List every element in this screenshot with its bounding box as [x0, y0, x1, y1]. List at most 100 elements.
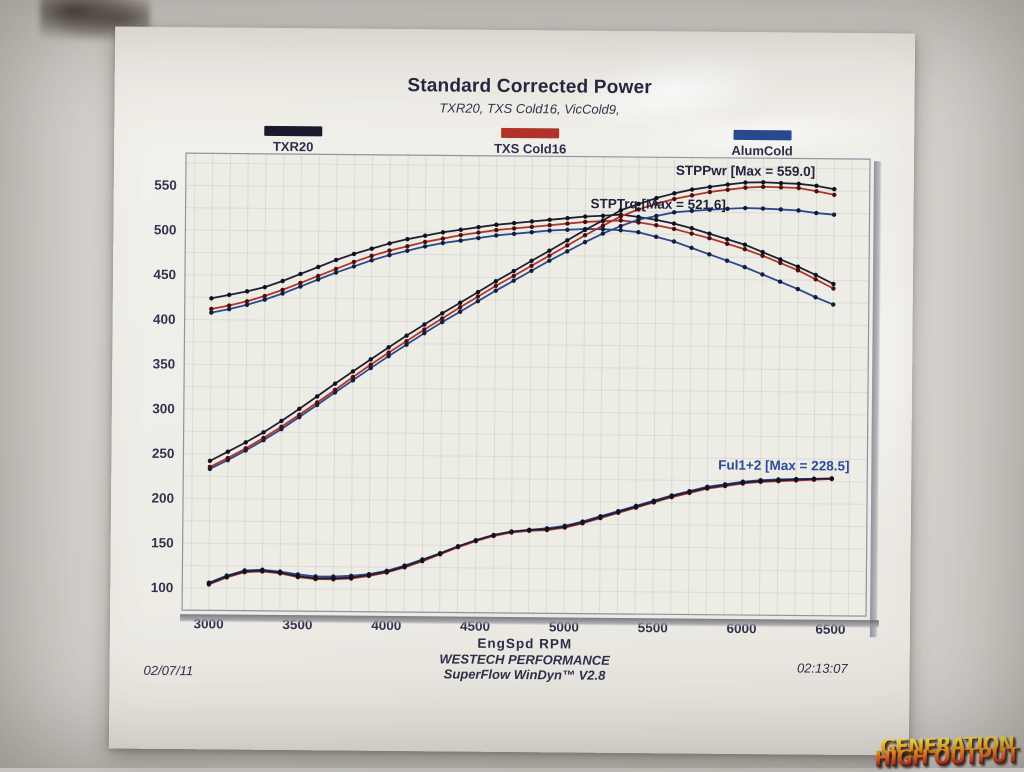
curve-power-txr20	[209, 181, 835, 462]
data-point	[314, 400, 320, 405]
svg-text:350: 350	[153, 356, 176, 371]
data-point	[350, 374, 356, 380]
data-point	[689, 193, 695, 198]
data-point	[458, 232, 463, 238]
data-point	[776, 478, 781, 483]
data-point	[742, 247, 748, 252]
data-point	[722, 482, 728, 488]
data-point	[262, 293, 267, 299]
data-point	[314, 394, 320, 399]
svg-text:200: 200	[151, 491, 174, 506]
data-point	[811, 476, 817, 482]
data-point	[511, 226, 517, 231]
footer-date: 02/07/11	[143, 662, 194, 679]
data-point	[457, 309, 463, 314]
data-point	[351, 251, 357, 257]
svg-text:400: 400	[153, 312, 176, 327]
data-point	[333, 257, 339, 263]
annotation-label: STPTrq [Max = 521.6]	[590, 196, 726, 212]
data-point	[206, 581, 212, 586]
data-point	[277, 570, 283, 575]
data-point	[457, 305, 463, 310]
annotation-label: Ful1+2 [Max = 228.5]	[718, 457, 849, 473]
svg-text:100: 100	[151, 580, 174, 595]
data-point	[422, 233, 428, 238]
data-point	[636, 229, 641, 235]
data-point	[689, 231, 694, 236]
data-point	[404, 333, 409, 338]
data-point	[384, 569, 389, 574]
data-point	[600, 223, 606, 228]
data-point	[351, 264, 357, 269]
data-point	[440, 316, 445, 321]
data-point	[636, 207, 641, 212]
data-point	[795, 286, 801, 292]
data-point	[262, 297, 267, 302]
curve-torque-alumcold	[211, 228, 834, 314]
data-point	[654, 195, 659, 201]
data-point	[654, 201, 659, 206]
data-point	[544, 527, 550, 532]
data-point	[689, 208, 695, 214]
data-point	[511, 278, 516, 283]
data-point	[494, 222, 499, 227]
data-point	[493, 283, 499, 289]
data-point	[209, 310, 214, 315]
data-point	[760, 184, 766, 189]
data-point	[332, 381, 338, 386]
data-point	[669, 494, 674, 499]
data-point	[760, 272, 765, 277]
data-point	[404, 338, 409, 344]
data-point	[651, 499, 657, 504]
chart-title: Standard Corrected Power	[407, 75, 652, 99]
data-point	[618, 208, 624, 213]
data-point	[725, 206, 730, 211]
data-point	[386, 353, 391, 359]
data-point	[547, 217, 552, 223]
data-point	[511, 273, 516, 279]
data-point	[671, 239, 677, 244]
data-point	[654, 217, 659, 223]
data-point	[778, 260, 783, 266]
dyno-printout-sheet: Standard Corrected Power TXR20, TXS Cold…	[108, 26, 926, 756]
curve-power-alumcold	[209, 207, 835, 470]
data-point	[491, 532, 496, 538]
data-point	[493, 279, 499, 284]
data-point	[386, 345, 391, 350]
data-point	[580, 520, 585, 525]
data-point	[724, 241, 730, 246]
data-point	[243, 446, 248, 451]
data-point	[405, 236, 410, 242]
data-point	[261, 435, 266, 441]
data-point	[244, 289, 250, 294]
data-point	[671, 226, 677, 232]
curve-torque-txr20	[211, 213, 834, 300]
data-point	[422, 239, 428, 245]
data-point	[778, 185, 784, 190]
data-point	[209, 306, 214, 312]
data-curves	[206, 180, 837, 587]
data-point	[207, 464, 213, 470]
data-point	[422, 330, 427, 336]
data-point	[582, 239, 588, 245]
data-point	[760, 206, 766, 211]
data-point	[707, 236, 712, 241]
data-point	[333, 270, 339, 275]
data-point	[298, 280, 303, 286]
plot-frame	[181, 152, 871, 617]
data-point	[350, 369, 356, 374]
data-point	[368, 357, 373, 362]
data-point	[402, 564, 407, 569]
data-point	[725, 182, 730, 187]
data-point	[654, 223, 659, 228]
data-point	[422, 244, 428, 249]
curve-power-txs-cold16	[209, 185, 835, 468]
data-point	[743, 205, 748, 211]
data-point	[313, 575, 318, 581]
data-point	[707, 252, 712, 257]
data-point	[742, 242, 748, 247]
data-point	[758, 478, 763, 484]
data-point	[565, 249, 570, 254]
